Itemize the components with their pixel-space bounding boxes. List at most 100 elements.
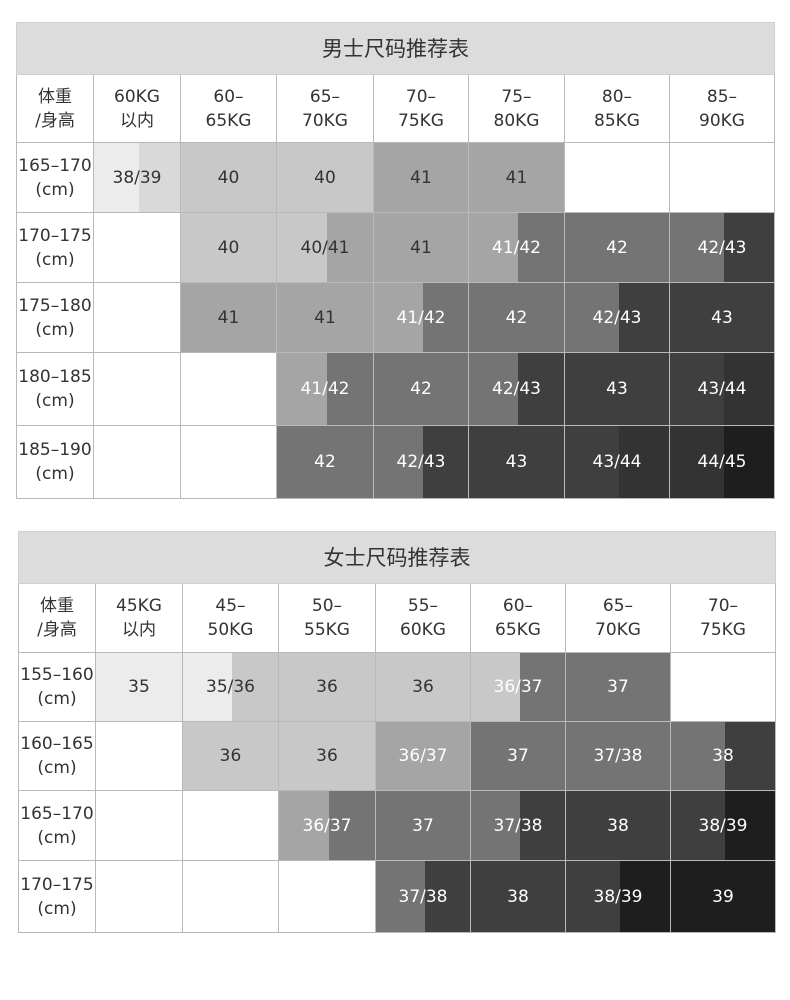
size-cell-fill — [519, 791, 565, 860]
men-size-cell: 43/44 — [564, 425, 670, 499]
women-table-title: 女士尺码推荐表 — [18, 531, 776, 584]
women-size-cell — [182, 790, 279, 861]
men-table-body: 165–170 (cm) 38/39 40 40 41 41 170–175 (cm) 40 4… — [16, 142, 775, 499]
men-size-cell: 41 — [468, 142, 565, 213]
size-cell-fill — [328, 791, 375, 860]
size-cell-fill — [724, 426, 774, 498]
size-cell-fill — [724, 213, 774, 282]
men-size-row: 165–170 (cm) 38/39 40 40 41 41 — [16, 142, 775, 213]
size-cell-fill — [232, 653, 278, 721]
size-value: 37/38 — [493, 815, 543, 836]
women-size-row: 155–160 (cm) 35 35/36 36 36 36/37 37 — [18, 652, 776, 722]
size-value: 41 — [410, 167, 432, 188]
size-value: 39 — [712, 886, 734, 907]
size-value: 41 — [217, 307, 240, 328]
women-size-cell: 38 — [470, 860, 566, 933]
size-value: 42/43 — [492, 379, 541, 399]
size-value: 36 — [316, 746, 338, 766]
size-value: 37/38 — [398, 886, 448, 907]
men-size-row: 180–185 (cm) 41/42 42 42/43 43 43/44 — [16, 352, 775, 426]
women-size-cell — [670, 652, 776, 722]
men-size-row: 170–175 (cm) 40 40/41 41 41/42 42 42/43 — [16, 212, 775, 283]
size-cell-fill — [670, 426, 725, 498]
men-size-cell: 41 — [373, 212, 469, 283]
men-col-header: 80– 85KG — [564, 74, 670, 143]
size-value: 42/43 — [592, 307, 642, 328]
women-size-cell: 38/39 — [670, 790, 776, 861]
size-value: 43 — [505, 452, 528, 472]
size-value: 36/37 — [493, 677, 543, 697]
size-cell-fill — [469, 213, 519, 282]
men-size-cell: 42 — [276, 425, 374, 499]
women-height-label: 165–170 (cm) — [18, 790, 96, 861]
size-cell-fill — [619, 283, 669, 352]
men-size-cell: 42 — [564, 212, 670, 283]
men-size-cell — [93, 352, 181, 426]
size-value: 42/43 — [396, 452, 446, 472]
women-size-cell: 37 — [470, 721, 566, 791]
women-height-label: 155–160 (cm) — [18, 652, 96, 722]
size-value: 40 — [314, 167, 336, 188]
men-size-cell: 43 — [468, 425, 565, 499]
men-size-cell: 38/39 — [93, 142, 181, 213]
women-col-header: 60– 65KG — [470, 583, 566, 653]
size-cell-fill — [565, 426, 620, 498]
men-height-label: 180–185 (cm) — [16, 352, 94, 426]
size-cell-fill — [422, 283, 468, 352]
men-size-row: 185–190 (cm) 42 42/43 43 43/44 44/45 — [16, 425, 775, 499]
men-size-cell: 42 — [373, 352, 469, 426]
women-col-header: 45– 50KG — [182, 583, 279, 653]
size-value: 42 — [410, 379, 432, 399]
size-value: 43 — [711, 307, 733, 328]
size-cell-fill — [565, 283, 620, 352]
size-value: 41 — [505, 167, 528, 188]
women-size-row: 165–170 (cm) 36/37 37 37/38 38 38/39 — [18, 790, 776, 861]
size-cell-fill — [326, 213, 373, 282]
size-cell-fill — [374, 426, 423, 498]
size-value: 37 — [412, 815, 434, 836]
women-size-cell: 38 — [670, 721, 776, 791]
women-size-cell: 35 — [95, 652, 183, 722]
size-cell-fill — [376, 861, 425, 932]
men-size-cell: 42/43 — [468, 352, 565, 426]
size-value: 37 — [607, 677, 629, 697]
women-size-cell — [182, 860, 279, 933]
men-size-cell — [564, 142, 670, 213]
women-size-cell — [95, 790, 183, 861]
women-size-cell: 36/37 — [375, 721, 471, 791]
size-value: 38 — [712, 746, 734, 766]
women-size-row: 170–175 (cm) 37/38 38 38/39 39 — [18, 860, 776, 933]
size-cell-fill — [725, 791, 775, 860]
men-table-title: 男士尺码推荐表 — [16, 22, 775, 75]
size-value: 42 — [505, 307, 528, 328]
size-value: 40 — [217, 167, 240, 188]
size-value: 40/41 — [300, 237, 350, 258]
men-height-label: 185–190 (cm) — [16, 425, 94, 499]
men-size-cell: 41 — [180, 282, 277, 353]
women-size-cell: 36 — [278, 721, 376, 791]
men-size-cell: 40/41 — [276, 212, 374, 283]
size-cell-fill — [671, 722, 726, 790]
women-col-header: 45KG 以内 — [95, 583, 183, 653]
size-cell-fill — [620, 861, 670, 932]
women-size-cell: 38/39 — [565, 860, 671, 933]
men-size-cell: 41/42 — [468, 212, 565, 283]
men-height-label: 170–175 (cm) — [16, 212, 94, 283]
men-col-header: 60– 65KG — [180, 74, 277, 143]
men-size-table: 男士尺码推荐表 体重 /身高 60KG 以内 60– 65KG 65– 70KG… — [16, 22, 775, 499]
women-size-cell: 37 — [375, 790, 471, 861]
size-cell-fill — [518, 213, 564, 282]
men-size-cell: 40 — [276, 142, 374, 213]
men-height-label: 165–170 (cm) — [16, 142, 94, 213]
men-size-row: 175–180 (cm) 41 41 41/42 42 42/43 43 — [16, 282, 775, 353]
men-size-cell: 40 — [180, 212, 277, 283]
women-height-label: 160–165 (cm) — [18, 721, 96, 791]
men-size-cell: 42/43 — [669, 212, 775, 283]
women-col-header: 70– 75KG — [670, 583, 776, 653]
size-value: 44/45 — [697, 452, 747, 472]
size-value: 36 — [412, 677, 434, 697]
women-header-row: 体重 /身高 45KG 以内 45– 50KG 50– 55KG 55– 60K… — [18, 583, 776, 653]
women-size-cell: 36/37 — [470, 652, 566, 722]
women-col-header: 55– 60KG — [375, 583, 471, 653]
size-value: 41/42 — [396, 307, 446, 328]
